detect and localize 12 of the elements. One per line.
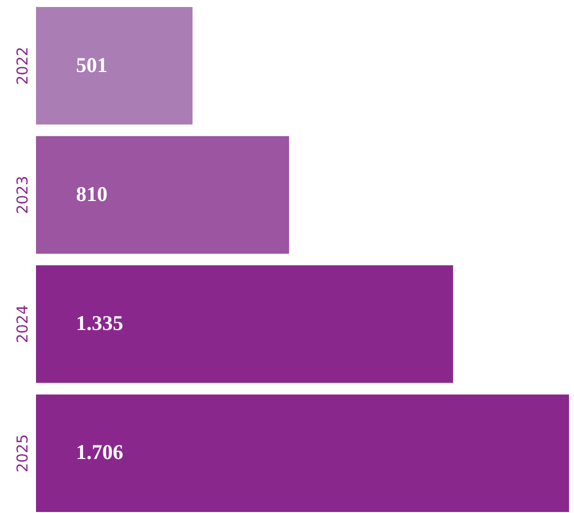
bar — [36, 7, 193, 125]
data-label: 1.335 — [76, 311, 124, 336]
y-tick-label: 2024 — [14, 304, 32, 344]
y-tick-label: 2025 — [14, 434, 32, 472]
data-label: 810 — [76, 182, 108, 206]
data-label: 501 — [76, 52, 108, 77]
bar — [36, 136, 290, 254]
bar — [36, 265, 454, 383]
data-label: 1.706 — [76, 440, 124, 464]
y-tick-label: 2023 — [14, 176, 32, 214]
bar — [36, 394, 569, 512]
y-tick-label: 2022 — [14, 46, 32, 85]
